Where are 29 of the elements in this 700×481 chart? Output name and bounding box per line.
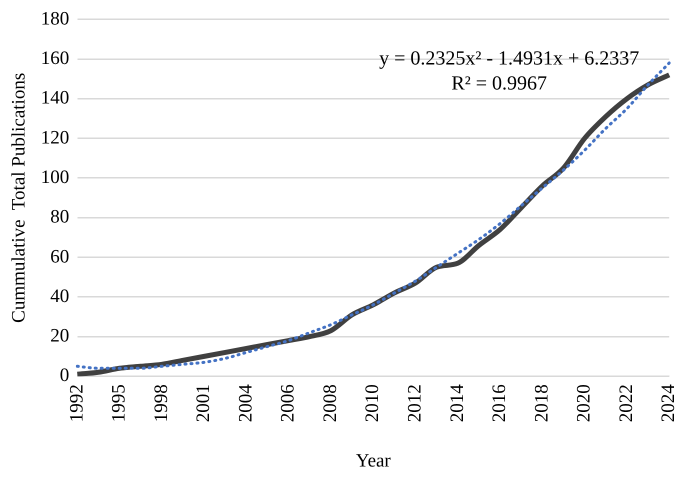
x-tick-label: 2012 — [404, 384, 426, 422]
y-tick-label: 0 — [60, 365, 70, 386]
x-tick-label: 2004 — [235, 384, 256, 422]
x-tick-label: 2024 — [658, 384, 680, 422]
x-tick-label: 2018 — [531, 384, 552, 422]
y-tick-label: 20 — [50, 326, 70, 347]
x-tick-label: 2001 — [193, 384, 214, 422]
x-tick-label: 2008 — [320, 384, 341, 422]
y-tick-label: 40 — [50, 286, 70, 307]
x-tick-label: 2020 — [574, 384, 595, 422]
annotation: R² = 0.9967 — [451, 72, 548, 95]
x-tick-label: 2010 — [362, 384, 384, 422]
y-tick-label: 60 — [50, 246, 70, 268]
y-tick-label: 180 — [40, 8, 70, 30]
y-tick-label: 140 — [40, 88, 70, 109]
x-axis-title: Year — [356, 450, 392, 472]
y-tick-label: 80 — [50, 206, 70, 228]
y-tick-label: 100 — [40, 166, 70, 188]
x-tick-label: 1995 — [108, 384, 130, 422]
y-tick-label: 120 — [40, 127, 70, 148]
y-axis-title: Cummulative Total Publications — [8, 72, 30, 323]
x-tick-label: 1998 — [150, 384, 172, 422]
x-tick-label: 1992 — [66, 384, 88, 422]
y-tick-label: 160 — [40, 48, 70, 70]
annotation: y = 0.2325x² - 1.4931x + 6.2337 — [379, 48, 640, 70]
x-tick-label: 2016 — [489, 384, 510, 422]
x-tick-label: 2022 — [616, 384, 637, 422]
x-tick-label: 2014 — [446, 384, 468, 422]
x-tick-label: 2006 — [278, 384, 299, 422]
